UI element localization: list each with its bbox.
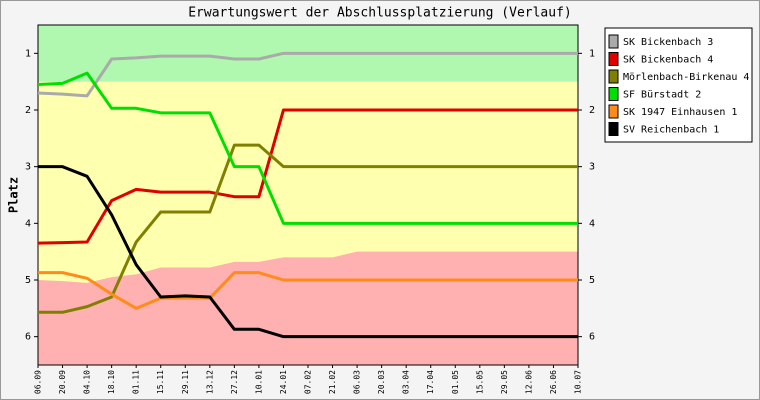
x-tick-label: 24.01 bbox=[279, 370, 288, 394]
x-tick-label: 26.06 bbox=[549, 370, 558, 394]
legend-swatch bbox=[608, 52, 619, 66]
x-tick-label: 15.11 bbox=[156, 370, 165, 394]
x-tick-label: 04.10 bbox=[83, 370, 92, 394]
y-tick-label: 1 bbox=[25, 48, 31, 59]
legend-swatch bbox=[608, 122, 619, 136]
y-tick-label: 2 bbox=[25, 105, 31, 116]
y-tick-label: 6 bbox=[25, 332, 31, 343]
legend-label: SK 1947 Einhausen 1 bbox=[623, 107, 737, 118]
x-tick-label: 27.12 bbox=[230, 370, 239, 394]
x-tick-label: 15.05 bbox=[475, 370, 484, 394]
y-tick-label: 4 bbox=[589, 218, 595, 229]
x-tick-label: 20.03 bbox=[377, 370, 386, 394]
x-tick-label: 18.10 bbox=[107, 370, 116, 394]
x-tick-label: 29.11 bbox=[181, 370, 190, 394]
legend-box bbox=[604, 27, 753, 143]
series-line bbox=[38, 143, 578, 314]
x-tick-label: 17.04 bbox=[426, 370, 435, 394]
legend-swatch bbox=[608, 87, 619, 101]
legend-label: SF Bürstadt 2 bbox=[623, 90, 701, 101]
x-tick-label: 12.06 bbox=[524, 370, 533, 394]
x-tick-label: 20.09 bbox=[58, 370, 67, 394]
chart-title: Erwartungswert der Abschlussplatzierung … bbox=[188, 6, 572, 21]
y-tick-label: 5 bbox=[589, 275, 595, 286]
legend-swatch bbox=[608, 34, 619, 49]
y-tick-label: 5 bbox=[25, 275, 31, 286]
legend-label: SV Reichenbach 1 bbox=[623, 125, 719, 136]
x-tick-label: 06.03 bbox=[353, 370, 362, 394]
x-tick-label: 07.02 bbox=[304, 370, 313, 394]
x-tick-label: 21.02 bbox=[328, 370, 337, 394]
legend-label: Mörlenbach-Birkenau 4 bbox=[623, 72, 749, 83]
x-tick-label: 10.07 bbox=[574, 370, 583, 394]
y-tick-label: 2 bbox=[589, 105, 595, 116]
x-tick-label: 01.05 bbox=[451, 370, 460, 394]
series-line bbox=[38, 271, 578, 310]
series-line bbox=[38, 165, 578, 339]
x-tick-label: 01.11 bbox=[132, 370, 141, 394]
x-tick-label: 13.12 bbox=[205, 370, 214, 394]
y-tick-label: 6 bbox=[589, 332, 595, 343]
y-tick-label: 4 bbox=[25, 218, 31, 229]
x-tick-label: 06.09 bbox=[34, 370, 43, 394]
series-line bbox=[37, 51, 578, 98]
legend-label: SK Bickenbach 3 bbox=[623, 37, 713, 48]
series-line bbox=[37, 71, 578, 225]
x-tick-label: 29.05 bbox=[500, 370, 509, 394]
legend-swatch bbox=[608, 104, 619, 119]
y-axis-label: Platz bbox=[7, 177, 21, 213]
y-tick-label: 3 bbox=[589, 162, 595, 173]
series-line bbox=[37, 108, 578, 245]
legend-label: SK Bickenbach 4 bbox=[623, 55, 713, 66]
x-tick-label: 03.04 bbox=[402, 370, 411, 394]
y-tick-label: 1 bbox=[589, 48, 595, 59]
legend-swatch bbox=[608, 69, 619, 84]
x-tick-label: 10.01 bbox=[254, 370, 263, 394]
y-tick-label: 3 bbox=[25, 162, 31, 173]
